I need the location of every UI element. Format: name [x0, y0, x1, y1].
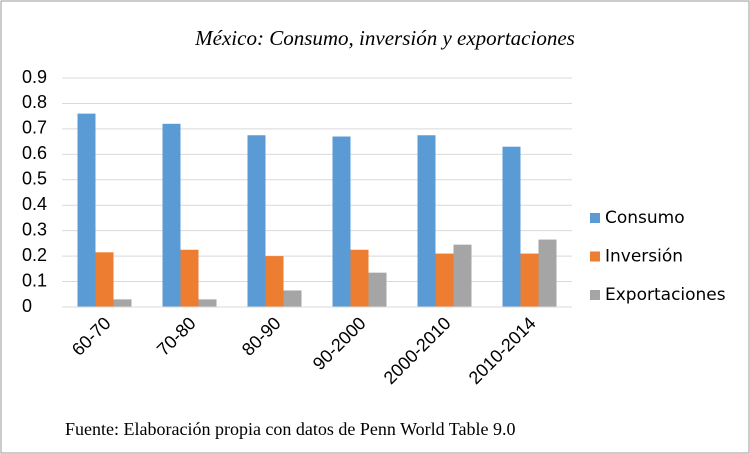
bar: [538, 239, 557, 307]
bar: [198, 299, 217, 307]
y-tick-label: 0.2: [22, 245, 47, 265]
y-tick-label: 0: [22, 296, 32, 316]
bar: [113, 299, 132, 307]
bar: [77, 113, 96, 307]
bar: [417, 135, 436, 307]
source-note: Fuente: Elaboración propia con datos de …: [65, 419, 516, 439]
legend-swatch: [590, 290, 600, 300]
bar: [180, 249, 199, 307]
y-tick-label: 0.1: [22, 270, 47, 290]
y-tick-label: 0.8: [22, 92, 47, 112]
legend-swatch: [590, 251, 600, 262]
chart-title: México: Consumo, inversión y exportacion…: [194, 26, 575, 50]
bar: [247, 135, 266, 307]
bar: [283, 290, 302, 307]
y-tick-label: 0.7: [22, 118, 47, 138]
y-tick-label: 0.5: [22, 169, 47, 189]
bar: [453, 244, 472, 307]
legend-label: Inversión: [605, 247, 683, 267]
bar: [332, 136, 351, 307]
bar: [435, 253, 454, 307]
y-tick-label: 0.4: [22, 194, 47, 214]
y-tick-label: 0.6: [22, 143, 47, 163]
y-tick-label: 0.3: [22, 219, 47, 239]
legend-label: Consumo: [605, 208, 685, 228]
bar: [95, 252, 114, 307]
bar: [368, 272, 387, 307]
bar: [502, 146, 521, 307]
legend-label: Exportaciones: [605, 285, 726, 305]
legend-swatch: [590, 213, 600, 223]
bar: [350, 249, 369, 307]
y-tick-label: 0.9: [22, 67, 47, 87]
bar: [265, 256, 284, 307]
bar: [162, 123, 181, 307]
bar: [520, 253, 539, 307]
